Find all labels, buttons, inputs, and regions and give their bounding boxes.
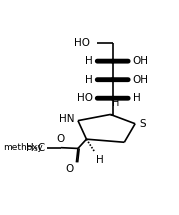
Text: H: H <box>85 56 93 66</box>
Text: HO: HO <box>77 93 93 103</box>
Text: HO: HO <box>74 38 90 48</box>
Text: O: O <box>57 134 65 144</box>
Text: S: S <box>139 119 146 129</box>
Text: HN: HN <box>59 114 74 124</box>
Text: OH: OH <box>133 56 149 66</box>
Text: H₃C: H₃C <box>26 143 45 153</box>
Text: O: O <box>66 164 74 174</box>
Text: methoxy: methoxy <box>3 143 43 152</box>
Text: H: H <box>85 75 93 85</box>
Text: OH: OH <box>133 75 149 85</box>
Text: H: H <box>112 98 119 108</box>
Text: H: H <box>96 155 103 165</box>
Text: H: H <box>133 93 141 103</box>
